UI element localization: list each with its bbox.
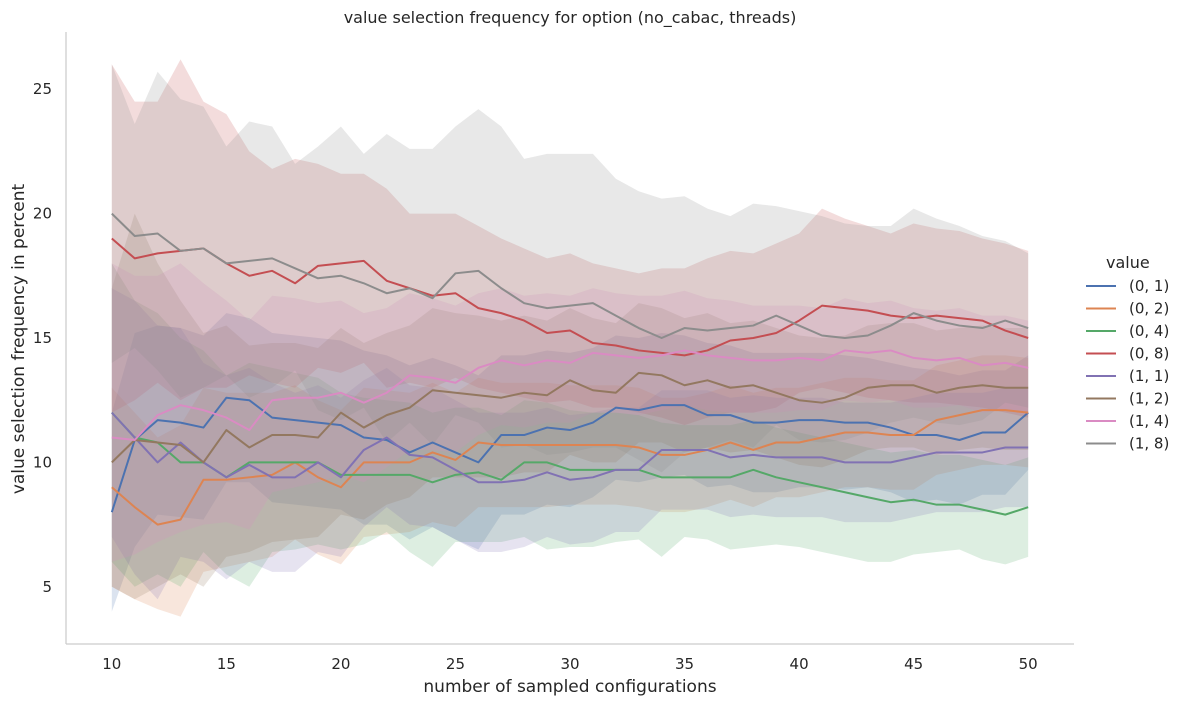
x-tick-label: 35	[675, 655, 694, 673]
x-tick-label: 40	[790, 655, 809, 673]
chart-title: value selection frequency for option (no…	[344, 8, 797, 28]
confidence-band	[111, 213, 1029, 600]
legend-label: (1, 1)	[1129, 367, 1169, 385]
x-tick-label: 15	[217, 655, 236, 673]
series-line	[111, 349, 1029, 441]
confidence-band	[111, 59, 1029, 426]
x-tick-label: 50	[1019, 655, 1038, 673]
series-line	[111, 237, 1029, 357]
legend-label: (0, 1)	[1129, 277, 1169, 295]
legend-label: (0, 8)	[1129, 345, 1169, 363]
y-tick-label: 10	[33, 453, 52, 471]
legend-title: value	[1106, 253, 1150, 272]
series-line	[111, 411, 1029, 484]
y-tick-label: 15	[33, 329, 52, 347]
y-tick-label: 20	[33, 205, 52, 223]
y-axis-label: value selection frequency in percent	[9, 184, 29, 495]
series-line	[110, 396, 1029, 513]
series-line	[111, 371, 1029, 464]
confidence-band	[111, 64, 1029, 473]
series-lines	[110, 212, 1029, 526]
y-tick-label: 25	[33, 80, 52, 98]
legend-label: (0, 4)	[1129, 322, 1169, 340]
series-line	[111, 409, 1029, 526]
legend-label: (1, 4)	[1129, 412, 1169, 430]
legend-label: (0, 2)	[1129, 300, 1169, 318]
x-axis-label: number of sampled configurations	[423, 677, 716, 697]
series-line	[111, 212, 1029, 339]
x-axis-ticks: 10 15 20 25 30 35 40 45 50	[102, 655, 1037, 673]
legend-label: (1, 8)	[1129, 435, 1169, 453]
legend: value (0, 1) (0, 2) (0, 4) (0, 8) (1, 1) (1, …	[1086, 253, 1169, 453]
confidence-band	[111, 313, 1029, 612]
legend-label: (1, 2)	[1129, 390, 1169, 408]
y-axis-ticks: 5 10 15 20 25	[33, 80, 52, 596]
confidence-band	[111, 263, 1029, 562]
series-line	[111, 411, 1029, 516]
y-tick-label: 5	[42, 578, 52, 596]
confidence-bands	[111, 59, 1029, 617]
confidence-band	[111, 288, 1029, 600]
x-tick-label: 25	[446, 655, 465, 673]
x-tick-label: 10	[102, 655, 121, 673]
confidence-band	[111, 263, 1029, 587]
x-tick-label: 20	[331, 655, 350, 673]
x-tick-label: 30	[560, 655, 579, 673]
x-tick-label: 45	[904, 655, 923, 673]
